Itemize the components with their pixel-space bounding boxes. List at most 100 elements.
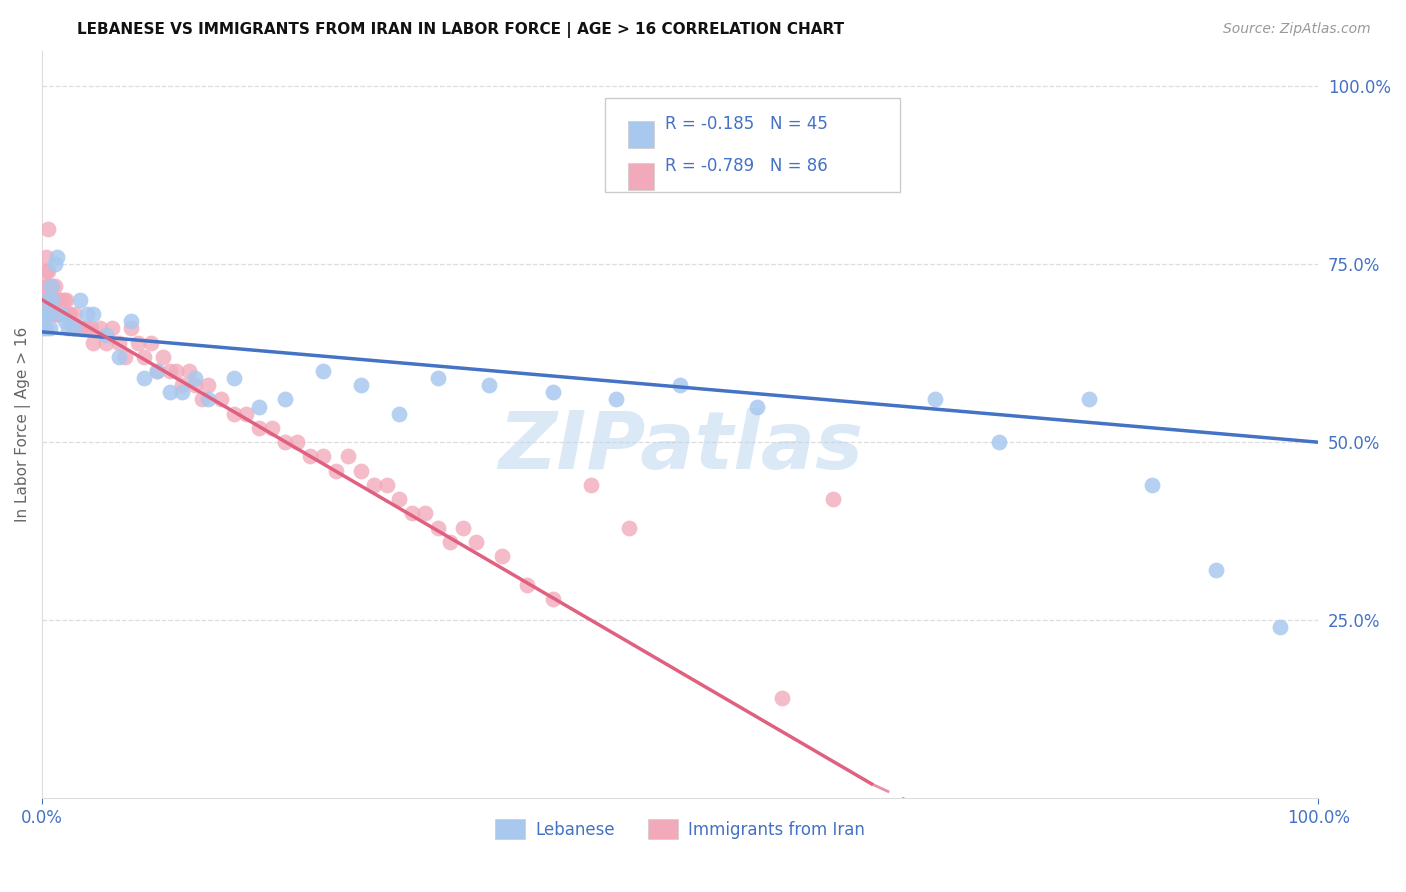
Point xyxy=(59,307,82,321)
Point xyxy=(51,293,73,307)
Point xyxy=(32,321,55,335)
Point xyxy=(48,293,70,307)
Point xyxy=(38,293,60,307)
Point xyxy=(51,307,73,321)
Point xyxy=(745,400,768,414)
Point xyxy=(325,464,347,478)
Point xyxy=(165,364,187,378)
Point xyxy=(56,321,79,335)
Point xyxy=(46,307,69,321)
Point xyxy=(44,278,66,293)
Point xyxy=(37,293,59,307)
Point xyxy=(101,321,124,335)
Point xyxy=(770,691,793,706)
Point xyxy=(516,577,538,591)
Point xyxy=(541,591,564,606)
Point xyxy=(37,307,59,321)
Point xyxy=(34,307,56,321)
Point xyxy=(34,278,56,293)
Point xyxy=(53,307,76,321)
Point xyxy=(350,378,373,392)
Point xyxy=(37,264,59,278)
Point xyxy=(35,321,58,335)
Point xyxy=(127,335,149,350)
Point xyxy=(285,435,308,450)
Point xyxy=(146,364,169,378)
Text: LEBANESE VS IMMIGRANTS FROM IRAN IN LABOR FORCE | AGE > 16 CORRELATION CHART: LEBANESE VS IMMIGRANTS FROM IRAN IN LABO… xyxy=(77,22,845,38)
Point xyxy=(94,335,117,350)
Point xyxy=(120,314,142,328)
Point xyxy=(337,450,360,464)
Point xyxy=(190,392,212,407)
Point xyxy=(39,293,62,307)
Point xyxy=(152,350,174,364)
Point xyxy=(312,364,335,378)
Text: R = -0.789   N = 86: R = -0.789 N = 86 xyxy=(665,157,828,175)
Point xyxy=(197,392,219,407)
Point xyxy=(260,421,283,435)
Point xyxy=(66,321,89,335)
Point xyxy=(247,400,270,414)
Point xyxy=(44,257,66,271)
Point xyxy=(1142,478,1164,492)
Point xyxy=(41,293,63,307)
Point xyxy=(42,307,65,321)
Point xyxy=(45,307,67,321)
Point xyxy=(89,321,111,335)
Point xyxy=(172,378,194,392)
Point xyxy=(46,250,69,264)
Point xyxy=(184,371,207,385)
Point xyxy=(413,507,436,521)
Point xyxy=(76,307,98,321)
Point xyxy=(76,321,98,335)
Point xyxy=(38,321,60,335)
Point xyxy=(44,293,66,307)
Point xyxy=(41,293,63,307)
Point xyxy=(134,371,156,385)
Text: ZIPatlas: ZIPatlas xyxy=(498,408,863,486)
Point xyxy=(439,534,461,549)
Legend: Lebanese, Immigrants from Iran: Lebanese, Immigrants from Iran xyxy=(489,813,872,846)
Point xyxy=(1205,563,1227,577)
Point xyxy=(82,307,104,321)
Point xyxy=(38,307,60,321)
Point xyxy=(39,307,62,321)
Point xyxy=(69,321,91,335)
Point xyxy=(82,335,104,350)
Point xyxy=(426,371,449,385)
Point xyxy=(273,392,295,407)
Point xyxy=(35,250,58,264)
Point xyxy=(46,293,69,307)
Point xyxy=(159,385,181,400)
Point xyxy=(139,335,162,350)
Point xyxy=(617,521,640,535)
Point xyxy=(32,307,55,321)
Point xyxy=(41,278,63,293)
Point xyxy=(388,407,411,421)
Point xyxy=(114,350,136,364)
Point xyxy=(37,221,59,235)
Point xyxy=(49,307,72,321)
Point xyxy=(222,371,245,385)
Point xyxy=(177,364,200,378)
Point xyxy=(39,278,62,293)
Point xyxy=(56,307,79,321)
Point xyxy=(107,335,129,350)
Point xyxy=(401,507,423,521)
Point xyxy=(69,293,91,307)
Point xyxy=(388,492,411,507)
Point xyxy=(146,364,169,378)
Point xyxy=(55,293,77,307)
Point xyxy=(426,521,449,535)
Point xyxy=(823,164,845,178)
Point xyxy=(63,321,86,335)
Point xyxy=(312,450,335,464)
Point xyxy=(451,521,474,535)
Point xyxy=(120,321,142,335)
Point xyxy=(65,307,87,321)
Point xyxy=(52,293,75,307)
Point xyxy=(222,407,245,421)
Point xyxy=(235,407,257,421)
Point xyxy=(491,549,513,563)
Point xyxy=(172,385,194,400)
